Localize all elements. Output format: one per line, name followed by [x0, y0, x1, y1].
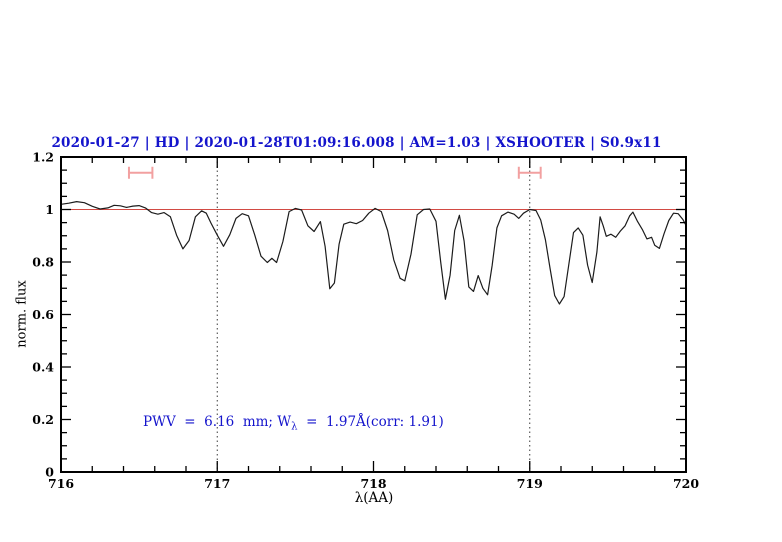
y-tick-label: 1.2 — [32, 150, 54, 165]
y-tick-label: 1 — [45, 202, 54, 217]
x-tick-label: 717 — [204, 476, 230, 491]
pwv-annotation-text: PWV = 6.16 mm; W — [143, 414, 292, 430]
x-axis-label: λ(AA) — [354, 490, 394, 506]
x-tick-label: 718 — [360, 476, 386, 491]
y-axis-label: norm. flux — [14, 280, 30, 348]
x-tick-label: 719 — [517, 476, 543, 491]
y-tick-label: 0.8 — [32, 255, 54, 270]
x-tick-label: 720 — [673, 476, 699, 491]
lambda-subscript: λ — [291, 421, 298, 433]
y-tick-label: 0.2 — [32, 412, 54, 427]
pwv-annotation: PWV = 6.16 mm; Wλ = 1.97Å(corr: 1.91) — [143, 414, 444, 433]
y-tick-label: 0 — [45, 465, 54, 480]
y-tick-label: 0.6 — [32, 307, 54, 322]
plot-title: 2020-01-27 | HD | 2020-01-28T01:09:16.00… — [51, 135, 662, 151]
equivalent-width-text: = 1.97Å(corr: 1.91) — [297, 414, 444, 430]
y-tick-label: 0.4 — [32, 360, 54, 375]
x-tick-label: 716 — [48, 476, 74, 491]
